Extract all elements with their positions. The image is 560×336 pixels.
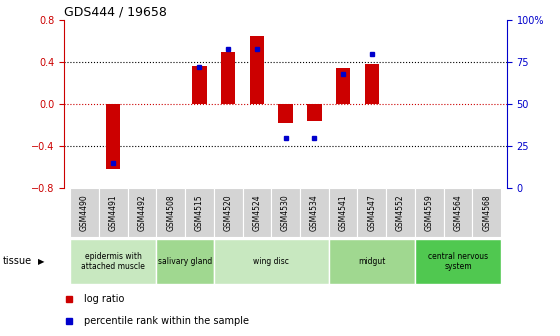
Text: tissue: tissue: [3, 256, 32, 266]
Text: GSM4534: GSM4534: [310, 194, 319, 231]
Text: GSM4547: GSM4547: [367, 194, 376, 231]
Text: GSM4490: GSM4490: [80, 194, 89, 231]
Bar: [415, 239, 501, 284]
Text: GSM4492: GSM4492: [137, 194, 147, 231]
Text: GSM4541: GSM4541: [339, 194, 348, 231]
Text: log ratio: log ratio: [85, 294, 125, 304]
Text: GSM4559: GSM4559: [424, 194, 434, 231]
Text: percentile rank within the sample: percentile rank within the sample: [85, 316, 249, 326]
Bar: [300, 188, 329, 237]
Bar: [365, 64, 379, 104]
Bar: [70, 188, 99, 237]
Bar: [329, 188, 357, 237]
Text: wing disc: wing disc: [253, 257, 289, 266]
Bar: [192, 67, 207, 104]
Text: GSM4508: GSM4508: [166, 194, 175, 231]
Text: central nervous
system: central nervous system: [428, 252, 488, 271]
Text: GSM4564: GSM4564: [454, 194, 463, 231]
Text: epidermis with
attached muscle: epidermis with attached muscle: [81, 252, 145, 271]
Bar: [336, 69, 350, 104]
Bar: [242, 188, 271, 237]
Bar: [278, 104, 293, 123]
Bar: [99, 188, 128, 237]
Text: GSM4530: GSM4530: [281, 194, 290, 231]
Bar: [156, 239, 214, 284]
Bar: [472, 188, 501, 237]
Bar: [415, 188, 444, 237]
Bar: [271, 188, 300, 237]
Text: salivary gland: salivary gland: [158, 257, 212, 266]
Bar: [386, 188, 415, 237]
Bar: [156, 188, 185, 237]
Text: ▶: ▶: [38, 257, 45, 266]
Bar: [307, 104, 321, 121]
Bar: [128, 188, 156, 237]
Text: GSM4524: GSM4524: [253, 194, 262, 231]
Bar: [214, 188, 242, 237]
Text: GSM4520: GSM4520: [223, 194, 232, 231]
Bar: [357, 188, 386, 237]
Bar: [106, 104, 120, 169]
Bar: [221, 52, 235, 104]
Bar: [329, 239, 415, 284]
Text: GSM4515: GSM4515: [195, 194, 204, 231]
Text: midgut: midgut: [358, 257, 385, 266]
Bar: [444, 188, 472, 237]
Bar: [214, 239, 329, 284]
Text: GSM4491: GSM4491: [109, 194, 118, 231]
Text: GDS444 / 19658: GDS444 / 19658: [64, 6, 167, 19]
Bar: [70, 239, 156, 284]
Bar: [185, 188, 214, 237]
Text: GSM4568: GSM4568: [482, 194, 491, 231]
Text: GSM4552: GSM4552: [396, 194, 405, 231]
Bar: [250, 36, 264, 104]
